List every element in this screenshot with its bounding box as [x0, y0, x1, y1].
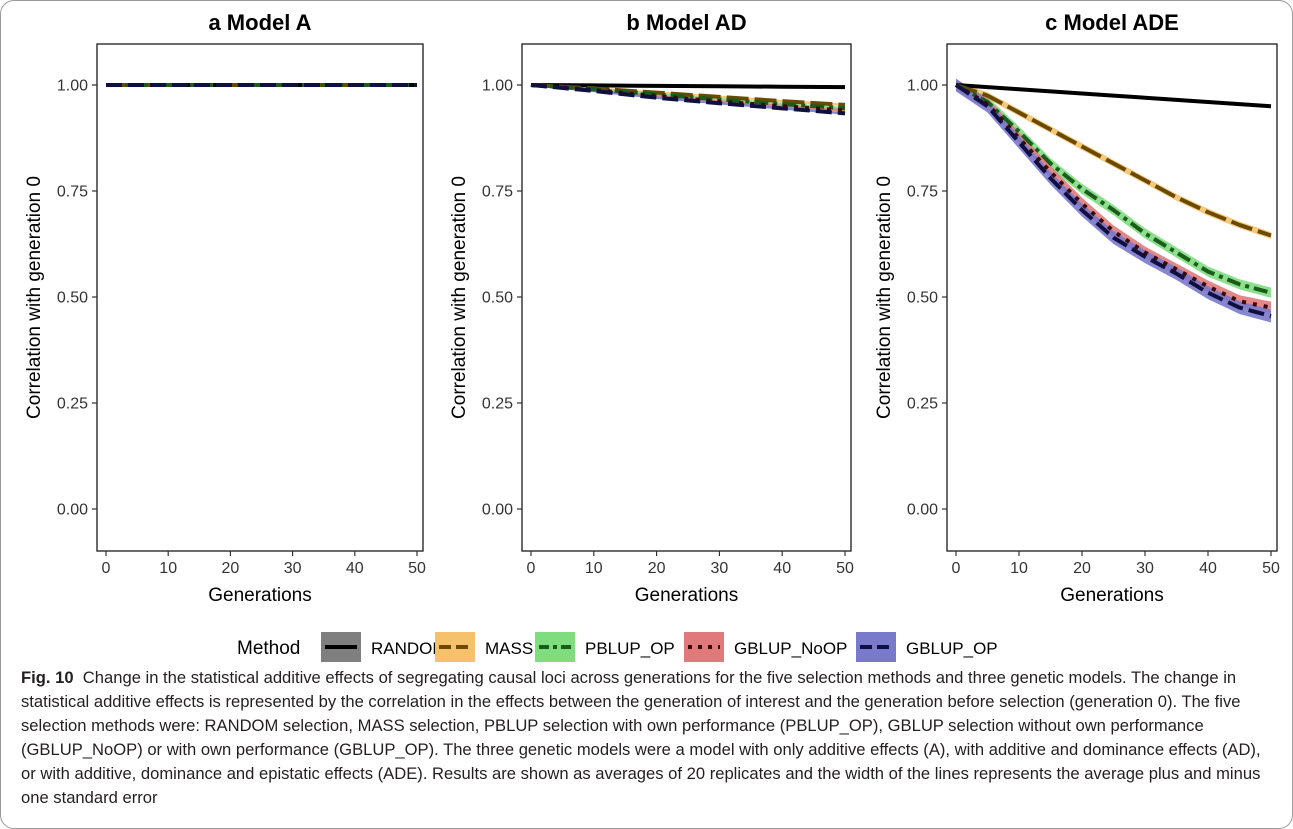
- x-tick-label: 0: [102, 560, 111, 577]
- x-tick-label: 20: [648, 560, 666, 577]
- x-axis-label: Generations: [208, 585, 312, 606]
- y-tick-label: 0.00: [482, 502, 513, 519]
- x-tick-label: 0: [952, 560, 961, 577]
- line-pblup_op: [955, 83, 1272, 295]
- legend-label: RANDOM: [371, 639, 447, 658]
- x-tick-label: 10: [159, 560, 177, 577]
- panel-c: c Model ADE 0.00 0.25 0.50 0.75 1.00 0 10 20 30 40…: [874, 10, 1280, 606]
- panel-title: a Model A: [208, 10, 311, 35]
- legend-label: PBLUP_OP: [585, 639, 675, 658]
- x-axis-label: Generations: [635, 585, 739, 606]
- x-tick-label: 50: [836, 560, 854, 577]
- y-tick-label: 1.00: [57, 78, 88, 95]
- x-tick-label: 40: [773, 560, 791, 577]
- y-tick-label: 0.75: [907, 184, 938, 201]
- panel-title: c Model ADE: [1045, 10, 1179, 35]
- y-tick-label: 0.25: [57, 396, 88, 413]
- x-tick-label: 0: [527, 560, 536, 577]
- chart-panels: a Model A 0.00 0.25 0.50 0.75 1.00 0 10 20 30 40 50…: [24, 10, 1280, 606]
- x-tick-label: 30: [1136, 560, 1154, 577]
- y-tick-label: 1.00: [482, 78, 513, 95]
- plot-border: [96, 43, 424, 552]
- y-tick-label: 0.50: [482, 290, 513, 307]
- x-tick-label: 30: [711, 560, 729, 577]
- panel-title: b Model AD: [626, 10, 746, 35]
- y-tick-label: 0.50: [57, 290, 88, 307]
- y-tick-label: 1.00: [907, 78, 938, 95]
- x-tick-label: 10: [585, 560, 603, 577]
- y-axis-label: Correlation with generation 0: [24, 176, 45, 419]
- figure-caption-label: Fig. 10: [21, 668, 74, 687]
- x-tick-label: 40: [346, 560, 364, 577]
- legend-title: Method: [237, 638, 300, 659]
- legend-label: GBLUP_NoOP: [734, 639, 847, 658]
- y-tick-label: 0.25: [907, 396, 938, 413]
- legend-item-random: RANDOM: [321, 632, 447, 662]
- x-axis-label: Generations: [1060, 585, 1164, 606]
- legend: Method RANDOM MASS PBLUP_OP GBLUP_NoOP GBLUP_…: [237, 632, 998, 662]
- legend-item-gblup_op: GBLUP_OP: [856, 632, 998, 662]
- line-gblup_op: [954, 83, 1272, 319]
- legend-label: MASS: [485, 639, 533, 658]
- panel-a: a Model A 0.00 0.25 0.50 0.75 1.00 0 10 20 30 40 50…: [24, 10, 426, 606]
- y-tick-label: 0.75: [482, 184, 513, 201]
- line-random: [530, 83, 846, 90]
- x-tick-label: 40: [1199, 560, 1217, 577]
- y-tick-label: 0.50: [907, 290, 938, 307]
- y-axis-label: Correlation with generation 0: [449, 176, 470, 419]
- line-random: [955, 83, 1272, 109]
- x-tick-label: 20: [1073, 560, 1091, 577]
- legend-label: GBLUP_OP: [906, 639, 998, 658]
- y-tick-label: 0.00: [907, 502, 938, 519]
- figure-caption-text: Change in the statistical additive effec…: [21, 668, 1261, 807]
- line-gblup_op: [530, 83, 846, 116]
- line-pblup_op: [530, 83, 846, 111]
- line-gblup_noop: [954, 83, 1272, 310]
- line-mass: [530, 83, 846, 107]
- x-tick-label: 50: [408, 560, 426, 577]
- y-tick-label: 0.00: [57, 502, 88, 519]
- x-tick-label: 20: [222, 560, 240, 577]
- legend-item-gblup_noop: GBLUP_NoOP: [684, 632, 847, 662]
- plot-border: [521, 43, 852, 552]
- figure-caption: Fig. 10 Change in the statistical additi…: [21, 666, 1271, 810]
- legend-item-pblup_op: PBLUP_OP: [535, 632, 675, 662]
- y-tick-label: 0.75: [57, 184, 88, 201]
- legend-item-mass: MASS: [435, 632, 533, 662]
- x-tick-label: 30: [284, 560, 302, 577]
- y-axis-label: Correlation with generation 0: [874, 176, 895, 419]
- x-tick-label: 50: [1262, 560, 1280, 577]
- panel-b: b Model AD 0.00 0.25 0.50 0.75 1.00 0 10 20 30 40 5…: [449, 10, 854, 606]
- x-tick-label: 10: [1010, 560, 1028, 577]
- y-tick-label: 0.25: [482, 396, 513, 413]
- line-mass: [955, 83, 1272, 238]
